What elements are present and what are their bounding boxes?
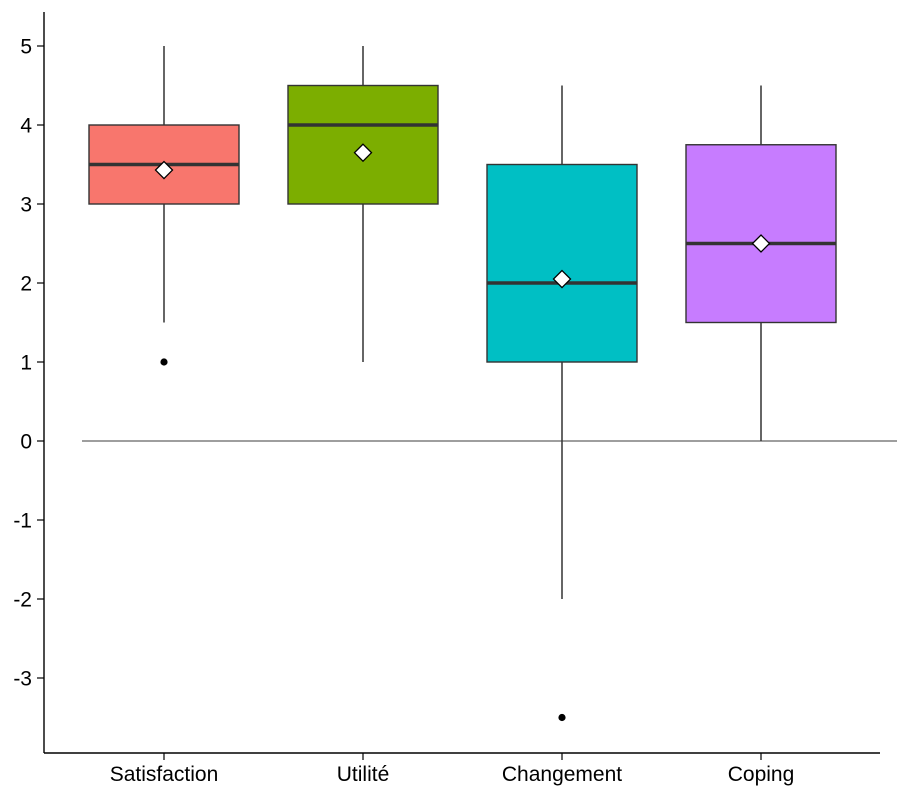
x-tick-label: Utilité bbox=[337, 763, 390, 786]
x-tick-label: Coping bbox=[728, 763, 795, 786]
box-iqr bbox=[486, 163, 638, 363]
y-tick-label: -2 bbox=[13, 589, 32, 612]
box-group bbox=[88, 46, 240, 366]
mean-marker bbox=[353, 143, 373, 163]
box-iqr bbox=[685, 144, 837, 324]
y-ticks: -3 -2 -1 0 1 2 3 4 5 bbox=[13, 36, 44, 691]
y-tick-label: 5 bbox=[20, 36, 32, 59]
y-tick-label: -1 bbox=[13, 510, 32, 533]
mean-marker bbox=[751, 234, 771, 253]
x-tick-label: Satisfaction bbox=[110, 763, 219, 786]
box-group bbox=[287, 46, 439, 362]
y-tick-label: 2 bbox=[20, 273, 32, 296]
outlier-point bbox=[160, 358, 168, 366]
axes-layer bbox=[43, 12, 880, 754]
y-tick-label: -3 bbox=[13, 668, 32, 691]
mean-marker bbox=[552, 269, 572, 289]
x-tick-label: Changement bbox=[502, 763, 622, 786]
outlier-point bbox=[558, 713, 566, 722]
y-tick-label: 4 bbox=[20, 115, 32, 138]
boxes-layer bbox=[88, 46, 837, 722]
box-group bbox=[685, 85, 837, 441]
mean-marker bbox=[154, 160, 174, 180]
y-tick-label: 1 bbox=[20, 352, 32, 375]
box-group bbox=[486, 85, 638, 722]
y-tick-label: 3 bbox=[20, 194, 32, 217]
x-ticks: Satisfaction Utilité Changement Coping bbox=[110, 753, 795, 786]
y-tick-label: 0 bbox=[20, 431, 32, 454]
